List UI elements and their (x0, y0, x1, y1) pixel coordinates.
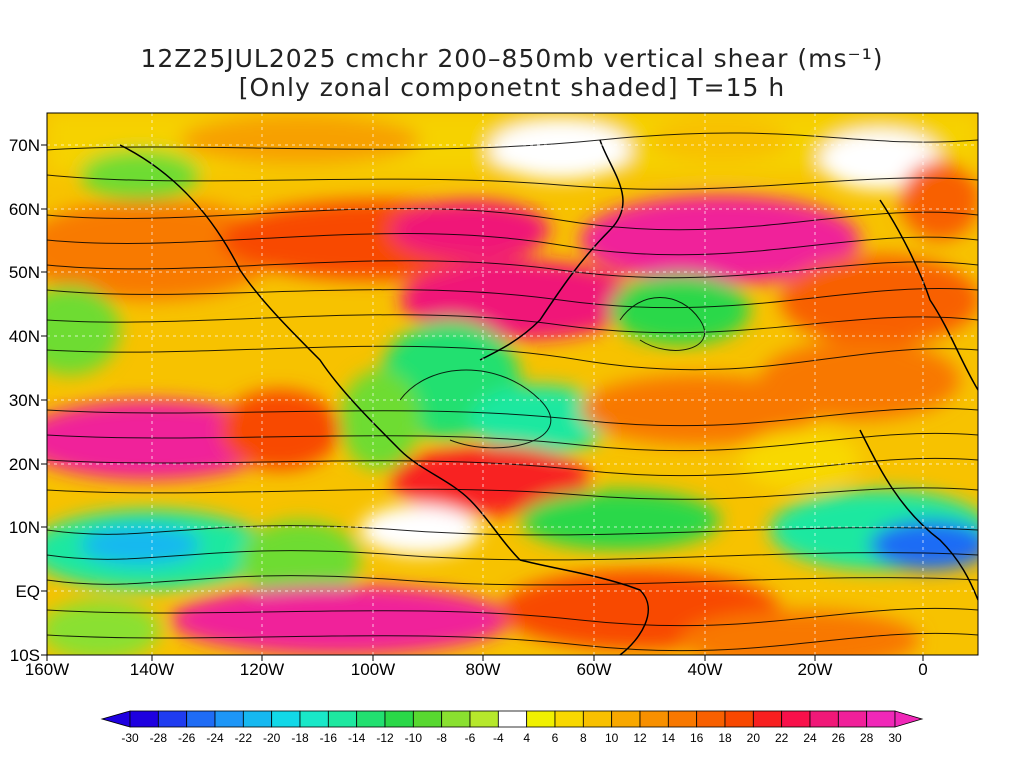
colorbar-swatch (441, 710, 471, 728)
colorbar-swatch (752, 710, 783, 728)
colorbar-swatch (497, 710, 528, 728)
colorbar-label: -14 (347, 731, 366, 745)
colorbar-label: 6 (551, 731, 559, 745)
colorbar-label: -28 (149, 731, 167, 745)
lat-label-70n: 70N (8, 136, 40, 155)
lon-label-80w: 80W (465, 660, 501, 679)
colorbar-label: 8 (579, 731, 587, 745)
colorbar-label: 22 (774, 731, 789, 745)
colorbar-label: 24 (803, 731, 817, 745)
lon-label-20w: 20W (797, 660, 833, 679)
colorbar-swatch (271, 710, 301, 728)
lat-label-50n: 50N (8, 263, 40, 282)
shear-map (41, 112, 979, 661)
lon-label-140w: 140W (129, 660, 175, 679)
colorbar-swatch (554, 710, 584, 728)
colorbar-swatch (781, 710, 811, 728)
colorbar-swatch (242, 710, 273, 728)
colorbar-swatch (611, 710, 641, 728)
colorbar-label: 20 (746, 731, 760, 745)
lat-label-10s: 10S (9, 646, 40, 665)
colorbar-swatch (469, 710, 499, 728)
colorbar-swatch (582, 710, 613, 728)
lon-label-160w: 160W (24, 660, 70, 679)
colorbar-swatch (639, 710, 669, 728)
lon-label-0: 0 (918, 660, 928, 679)
lat-label-eq: EQ (15, 582, 40, 601)
colorbar-swatch (526, 710, 556, 728)
colorbar-swatch (129, 710, 159, 728)
colorbar-label: 16 (689, 731, 704, 745)
colorbar-label: 28 (859, 731, 874, 745)
colorbar-swatch (412, 710, 443, 728)
colorbar-label: -12 (376, 731, 394, 745)
colorbar-swatch (356, 710, 386, 728)
lon-label-120w: 120W (239, 660, 285, 679)
colorbar-swatch (214, 710, 244, 728)
lon-label-40w: 40W (687, 660, 723, 679)
grid (47, 113, 978, 655)
shear-field (47, 113, 978, 655)
colorbar-right-arrow (894, 710, 924, 728)
colorbar-swatch (866, 710, 896, 728)
colorbar-swatch (837, 710, 868, 728)
colorbar-swatch (384, 710, 414, 728)
colorbar-label: 14 (661, 731, 675, 745)
colorbar-label: -20 (262, 731, 281, 745)
lat-label-10n: 10N (8, 518, 40, 537)
colorbar-swatch (667, 710, 698, 728)
colorbar-label: -18 (291, 731, 309, 745)
lat-label-20n: 20N (8, 455, 40, 474)
colorbar-label: 30 (888, 731, 902, 745)
lon-label-100w: 100W (350, 660, 396, 679)
lat-label-40n: 40N (8, 327, 40, 346)
colorbar-label: -4 (492, 731, 504, 745)
chart-title: 12Z25JUL2025 cmchr 200–850mb vertical sh… (140, 44, 884, 73)
colorbar-label: -16 (319, 731, 337, 745)
colorbar-swatch (696, 710, 726, 728)
colorbar-label: -22 (234, 731, 252, 745)
colorbar-label: 26 (831, 731, 845, 745)
map-frame (46, 112, 979, 656)
colorbar-label: -26 (177, 731, 196, 745)
colorbar-label: 4 (523, 731, 530, 745)
colorbar-label: -24 (206, 731, 224, 745)
chart-subtitle: [Only zonal componetnt shaded] T=15 h (238, 73, 786, 102)
colorbar-swatch (157, 710, 188, 728)
coastlines (119, 139, 978, 655)
colorbar-swatch (186, 710, 216, 728)
colorbar-label: -10 (404, 731, 422, 745)
colorbar-swatch (809, 710, 839, 728)
colorbar-swatch (327, 710, 358, 728)
colorbar-label: -30 (121, 731, 139, 745)
lat-label-60n: 60N (8, 200, 40, 219)
colorbar-swatch (299, 710, 329, 728)
colorbar-label: -6 (464, 731, 476, 745)
colorbar-label: -8 (436, 731, 447, 745)
streamlines (47, 132, 978, 652)
colorbar-label: 18 (718, 731, 732, 745)
colorbar-swatch (724, 710, 754, 728)
colorbar-left-arrow (100, 710, 131, 728)
axis-ticks (41, 144, 924, 661)
colorbar-label: 10 (604, 731, 619, 745)
lon-label-60w: 60W (576, 660, 612, 679)
lat-label-30n: 30N (8, 391, 40, 410)
colorbar-label: 12 (633, 731, 647, 745)
